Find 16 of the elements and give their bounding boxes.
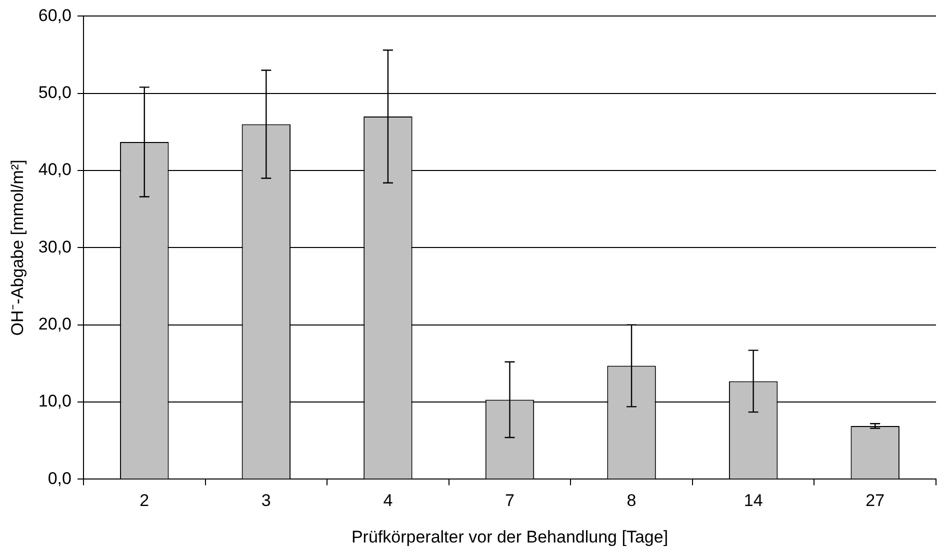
x-tick-label: 8 — [626, 491, 636, 510]
y-tick-label: 40,0 — [38, 160, 72, 180]
y-tick-label: 30,0 — [38, 237, 72, 256]
x-tick-label: 14 — [744, 491, 763, 510]
x-tick-label: 7 — [505, 491, 514, 510]
y-tick-label: 50,0 — [38, 83, 72, 102]
x-tick-label: 27 — [866, 491, 885, 510]
x-tick-label: 4 — [383, 491, 393, 510]
x-tick-label: 3 — [261, 491, 271, 510]
x-axis-title: Prüfkörperalter vor der Behandlung [Tage] — [351, 527, 668, 546]
y-tick-label: 0,0 — [48, 468, 72, 488]
y-tick-label: 60,0 — [38, 6, 72, 25]
y-axis-title: OH⁻-Abgabe [mmol/m²] — [8, 160, 27, 336]
y-tick-label: 10,0 — [38, 392, 72, 411]
x-tick-label: 2 — [140, 491, 150, 510]
y-tick-label: 20,0 — [38, 314, 72, 334]
